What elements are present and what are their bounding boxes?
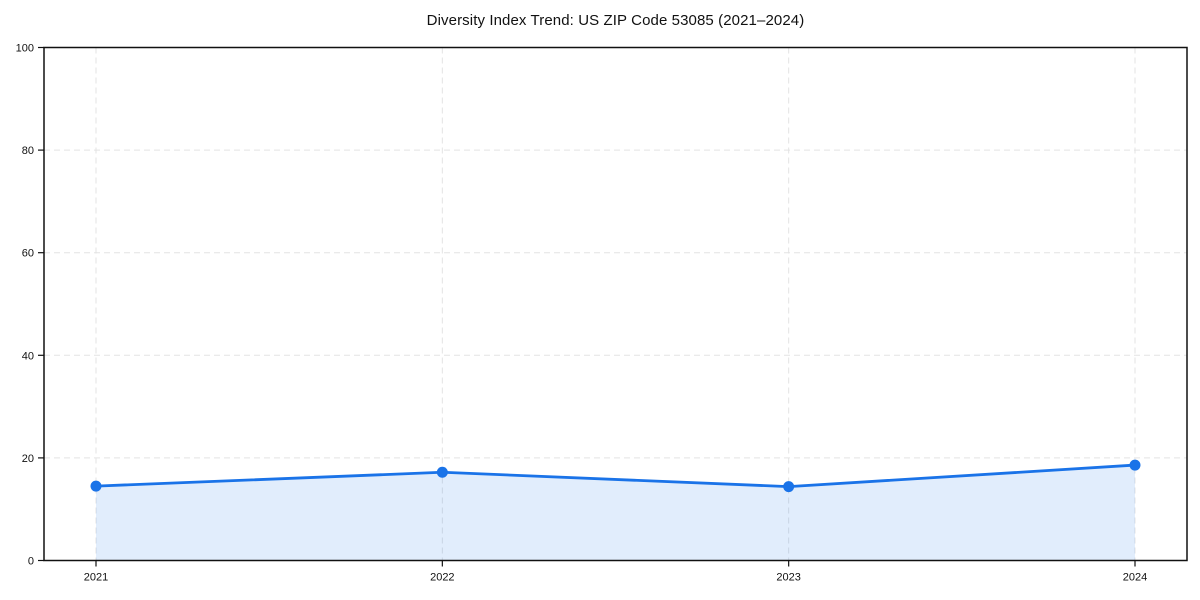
x-tick-label-2022: 2022 <box>430 572 454 584</box>
data-point-2024 <box>1129 459 1141 471</box>
y-tick-label-20: 20 <box>22 453 34 465</box>
x-tick-label-2021: 2021 <box>84 572 108 584</box>
x-tick-label-2023: 2023 <box>776 572 800 584</box>
data-point-2021 <box>90 480 102 492</box>
y-tick-label-40: 40 <box>22 350 34 362</box>
data-point-2022 <box>436 466 448 478</box>
trend-line <box>94 463 1137 489</box>
y-tick-label-60: 60 <box>22 248 34 260</box>
data-point-2023 <box>783 481 795 493</box>
x-tick-label-2024: 2024 <box>1123 572 1147 584</box>
y-tick-label-80: 80 <box>22 145 34 157</box>
plot-frame <box>43 46 1188 562</box>
y-tick-label-0: 0 <box>28 556 34 568</box>
area-fill <box>96 465 1135 561</box>
y-tick-label-100: 100 <box>16 43 34 55</box>
chart-title: Diversity Index Trend: US ZIP Code 53085… <box>426 12 805 29</box>
